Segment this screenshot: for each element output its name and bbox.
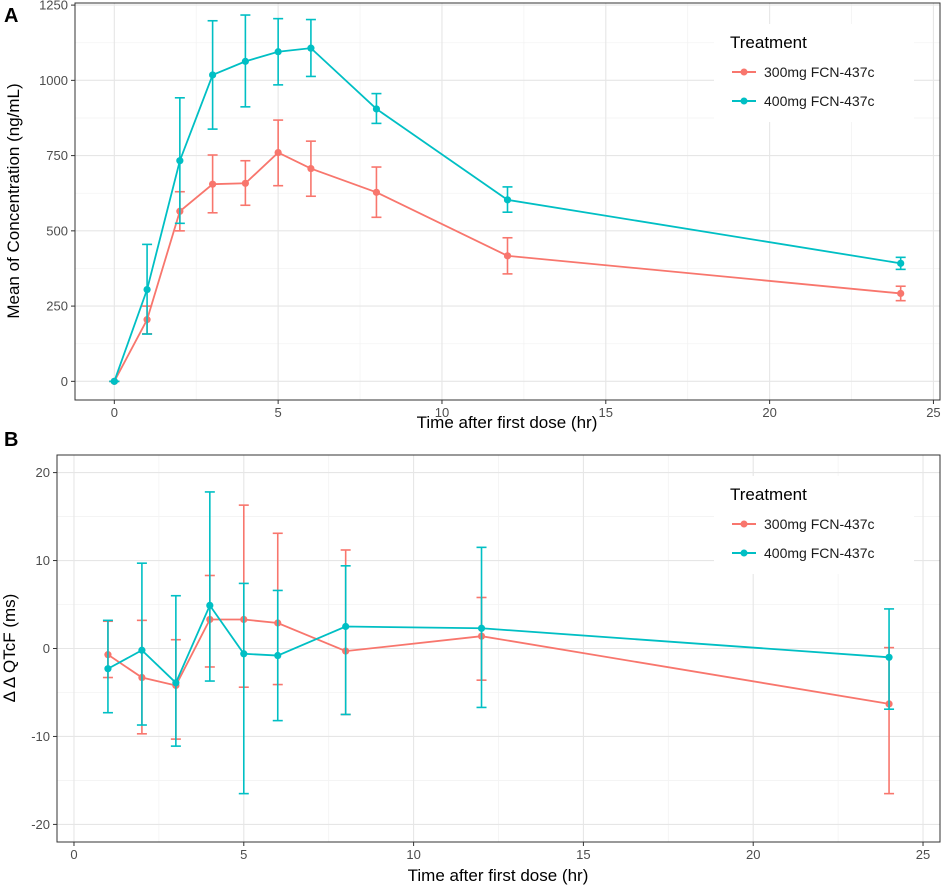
x-tick-label: 0 bbox=[111, 405, 118, 420]
grid-a bbox=[75, 3, 940, 400]
panel-border-a bbox=[74, 2, 941, 401]
data-point-400 bbox=[885, 653, 893, 661]
data-point-400 bbox=[897, 259, 905, 267]
y-axis-title-b: Δ Δ QTcF (ms) bbox=[0, 594, 19, 703]
data-point-400 bbox=[241, 57, 249, 65]
data-point-300 bbox=[241, 179, 249, 187]
panel-label-b: B bbox=[4, 429, 18, 451]
series-layer-a bbox=[109, 14, 906, 385]
data-point-400 bbox=[206, 601, 214, 610]
legend-title-b: Treatment bbox=[730, 485, 807, 504]
data-point-400 bbox=[209, 71, 217, 79]
series-400-b bbox=[102, 491, 895, 795]
data-point-300 bbox=[897, 289, 905, 298]
legend-label-300-a: 300mg FCN-437c bbox=[764, 64, 875, 80]
legend-key-marker-400-a bbox=[740, 97, 748, 105]
panel-label-a: A bbox=[4, 5, 18, 27]
x-tick-label: 0 bbox=[70, 847, 77, 862]
x-tick-label: 15 bbox=[599, 405, 613, 420]
x-tick-label: 10 bbox=[435, 405, 449, 420]
data-point-300 bbox=[307, 164, 315, 173]
panel-a: A Treatment 300mg FCN-437c 400mg FCN-437… bbox=[4, 0, 941, 432]
x-tick-label: 5 bbox=[275, 405, 282, 420]
x-tick-label: 15 bbox=[576, 847, 590, 862]
y-tick-label: 10 bbox=[36, 553, 50, 568]
y-tick-label: 750 bbox=[46, 148, 68, 163]
data-point-300 bbox=[209, 180, 217, 188]
series-400-a bbox=[109, 14, 906, 385]
data-point-300 bbox=[274, 148, 282, 157]
legend-key-marker-400-b bbox=[740, 549, 748, 557]
x-tick-label: 20 bbox=[746, 847, 760, 862]
data-point-400 bbox=[307, 44, 315, 52]
data-point-400 bbox=[342, 622, 350, 631]
series-line-400 bbox=[113, 47, 901, 382]
y-tick-label: 1000 bbox=[39, 73, 68, 88]
y-tick-label: -20 bbox=[31, 817, 50, 832]
data-point-400 bbox=[240, 650, 248, 658]
x-tick-label: 25 bbox=[926, 405, 940, 420]
data-point-400 bbox=[172, 679, 180, 687]
x-tick-label: 20 bbox=[762, 405, 776, 420]
data-point-400 bbox=[503, 196, 512, 204]
series-line-300 bbox=[113, 151, 901, 382]
y-axis-title-a: Mean of Concentration (ng/mL) bbox=[4, 83, 23, 318]
y-tick-label: 20 bbox=[36, 465, 50, 480]
y-tick-label: 0 bbox=[61, 374, 68, 389]
data-point-300 bbox=[372, 188, 381, 196]
x-tick-label: 25 bbox=[916, 847, 930, 862]
data-point-400 bbox=[477, 624, 486, 632]
x-axis-title-b: Time after first dose (hr) bbox=[408, 866, 589, 885]
series-layer-b bbox=[102, 491, 895, 795]
legend-title-a: Treatment bbox=[730, 33, 807, 52]
data-point-400 bbox=[104, 665, 112, 673]
data-point-400 bbox=[143, 285, 151, 294]
legend-key-marker-300-b bbox=[740, 520, 748, 528]
y-tick-label: 0 bbox=[43, 641, 50, 656]
ticks-b: 0 5 10 15 20 25 -20 -10 0 10 20 bbox=[31, 465, 930, 862]
data-point-400 bbox=[110, 377, 118, 385]
y-tick-label: 1250 bbox=[39, 0, 68, 13]
data-point-400 bbox=[274, 651, 282, 660]
legend-label-300-b: 300mg FCN-437c bbox=[764, 516, 875, 532]
y-tick-label: 250 bbox=[46, 299, 68, 314]
legend-label-400-b: 400mg FCN-437c bbox=[764, 545, 875, 561]
legend-b: Treatment 300mg FCN-437c 400mg FCN-437c bbox=[714, 476, 914, 574]
data-point-400 bbox=[138, 646, 146, 654]
data-point-400 bbox=[274, 48, 282, 56]
data-point-400 bbox=[372, 105, 381, 113]
data-point-300 bbox=[503, 252, 512, 260]
x-tick-label: 5 bbox=[240, 847, 247, 862]
legend-a: Treatment 300mg FCN-437c 400mg FCN-437c bbox=[714, 24, 914, 122]
y-tick-label: -10 bbox=[31, 729, 50, 744]
panel-b: B Treatment 300mg FCN-437c 400mg FCN-437… bbox=[0, 429, 941, 885]
y-tick-label: 500 bbox=[46, 223, 68, 238]
legend-label-400-a: 400mg FCN-437c bbox=[764, 93, 875, 109]
data-point-400 bbox=[176, 157, 184, 165]
x-tick-label: 10 bbox=[406, 847, 420, 862]
legend-key-marker-300-a bbox=[740, 68, 748, 76]
x-axis-title-a: Time after first dose (hr) bbox=[417, 413, 598, 432]
